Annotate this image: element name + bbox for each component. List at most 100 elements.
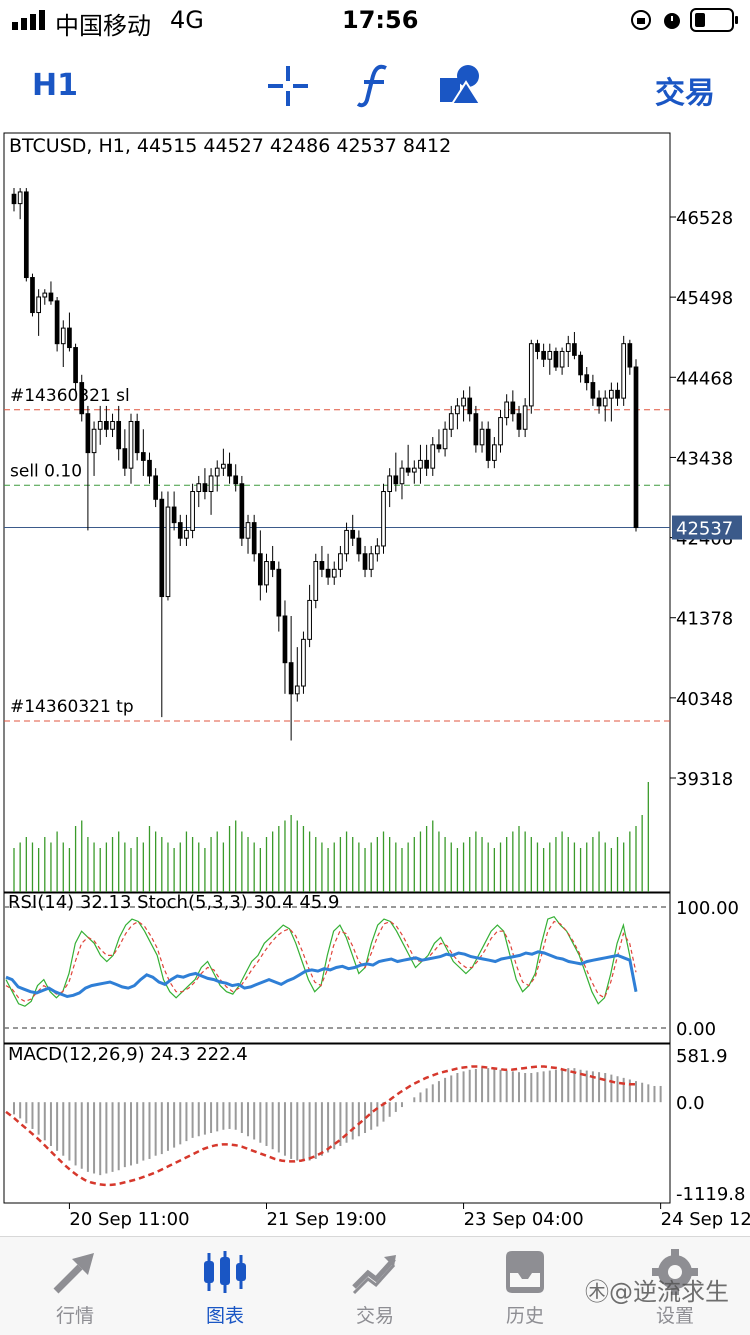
price-panel-frame <box>3 132 671 893</box>
objects-icon[interactable] <box>438 62 482 106</box>
tab-chart[interactable]: 图表 <box>150 1237 300 1335</box>
candle-body <box>30 277 35 314</box>
candle-body <box>147 459 152 477</box>
tab-label: 图表 <box>205 1305 244 1327</box>
candle-body <box>559 350 565 368</box>
candle-body <box>313 561 319 601</box>
candle-body <box>110 420 115 430</box>
candle-body <box>208 475 214 493</box>
rsi-panel-frame <box>3 892 671 1044</box>
candle-body <box>498 417 503 446</box>
candle-body <box>442 428 448 450</box>
carrier-label: 中国移动 <box>55 12 151 40</box>
price-tick-label: 41378 <box>676 609 733 630</box>
candle-body <box>393 475 399 485</box>
candle-body <box>572 343 577 356</box>
candle-body <box>338 553 343 570</box>
rsi-stoch-label: RSI(14) 32.13 Stoch(5,3,3) 30.4 45.9 <box>8 892 340 913</box>
candle-body <box>48 292 54 302</box>
candle-body <box>368 553 374 570</box>
candle-body <box>405 467 411 473</box>
trade-level-label: sell 0.10 <box>10 461 82 481</box>
time-tick-label: 23 Sep 04:00 <box>464 1209 584 1230</box>
candle-body <box>23 191 29 279</box>
function-icon[interactable] <box>356 62 392 108</box>
candle-body <box>196 483 202 493</box>
candle-body <box>399 467 405 485</box>
tab-label: 设置 <box>655 1305 694 1327</box>
candle-body <box>190 491 195 531</box>
candle-body <box>165 506 171 598</box>
candle-body <box>504 401 510 419</box>
battery-icon <box>690 8 738 32</box>
current-price-label: 42537 <box>676 519 733 540</box>
candle-body <box>522 405 528 430</box>
candle-body <box>430 444 436 469</box>
candle-body <box>214 467 220 477</box>
tab-label: 历史 <box>505 1305 544 1327</box>
candle-body <box>528 343 534 407</box>
candle-body <box>510 401 516 415</box>
tab-settings[interactable]: 设置 <box>600 1237 750 1335</box>
candle-body <box>565 343 571 352</box>
tab-history[interactable]: 历史 <box>450 1237 600 1335</box>
candle-body <box>362 553 368 570</box>
candle-body <box>350 529 356 539</box>
candle-body <box>448 413 454 430</box>
time-label: 17:56 <box>342 6 419 34</box>
candle-body <box>153 475 158 500</box>
candle-body <box>42 292 48 298</box>
candle-body <box>516 413 522 430</box>
tab-trade[interactable]: 交易 <box>300 1237 450 1335</box>
candle-body <box>584 374 590 384</box>
crosshair-icon[interactable] <box>266 64 310 108</box>
candle-body <box>602 397 608 407</box>
candle-body <box>319 561 325 570</box>
candle-body <box>116 420 122 450</box>
time-tick-label: 24 Sep 12:00 <box>661 1209 750 1230</box>
candle-body <box>54 300 60 345</box>
macd-label: MACD(12,26,9) 24.3 222.4 <box>8 1044 248 1065</box>
candle-body <box>553 350 559 368</box>
candle-body <box>122 448 128 469</box>
timeframe-button[interactable]: H1 <box>32 68 78 103</box>
candle-body <box>171 506 177 524</box>
trade-button[interactable]: 交易 <box>655 76 715 111</box>
candle-body <box>418 459 423 469</box>
price-tick-label: 43438 <box>676 448 733 469</box>
price-tick-label: 40348 <box>676 689 733 710</box>
signal-icon <box>12 10 45 30</box>
time-tick-label: 20 Sep 11:00 <box>69 1209 189 1230</box>
tab-quotes[interactable]: 行情 <box>0 1237 150 1335</box>
candle-body <box>455 405 460 415</box>
price-tick-label: 44468 <box>676 368 733 389</box>
trade-icon <box>352 1255 396 1295</box>
candle-body <box>615 389 620 399</box>
candle-body <box>270 561 276 570</box>
candle-body <box>251 522 257 555</box>
candle-body <box>177 522 183 539</box>
candle-body <box>473 413 479 446</box>
candle-body <box>387 475 393 493</box>
candle-body <box>590 382 596 399</box>
current-price-tag <box>672 515 742 540</box>
candle-body <box>436 444 442 450</box>
rsi-tick-label: 100.00 <box>676 898 739 919</box>
chart-area[interactable]: 4652845498444684343842408413784034839318… <box>0 130 750 1235</box>
candle-body <box>374 545 380 555</box>
candle-body <box>233 475 239 485</box>
trade-level-label: #14360321 tp <box>10 697 134 717</box>
macd-panel-frame <box>3 1043 671 1204</box>
price-tick-label: 45498 <box>676 288 733 309</box>
time-tick-label: 21 Sep 19:00 <box>266 1209 386 1230</box>
candle-body <box>104 420 109 430</box>
candle-body <box>578 354 583 376</box>
stoch-k-line <box>5 915 637 1007</box>
candle-body <box>356 537 362 555</box>
candle-body <box>461 397 466 407</box>
candle-body <box>282 615 288 664</box>
candle-body <box>294 685 300 695</box>
chart-canvas[interactable]: 4652845498444684343842408413784034839318… <box>0 130 750 1235</box>
candle-body <box>264 561 269 586</box>
candle-body <box>257 553 263 586</box>
